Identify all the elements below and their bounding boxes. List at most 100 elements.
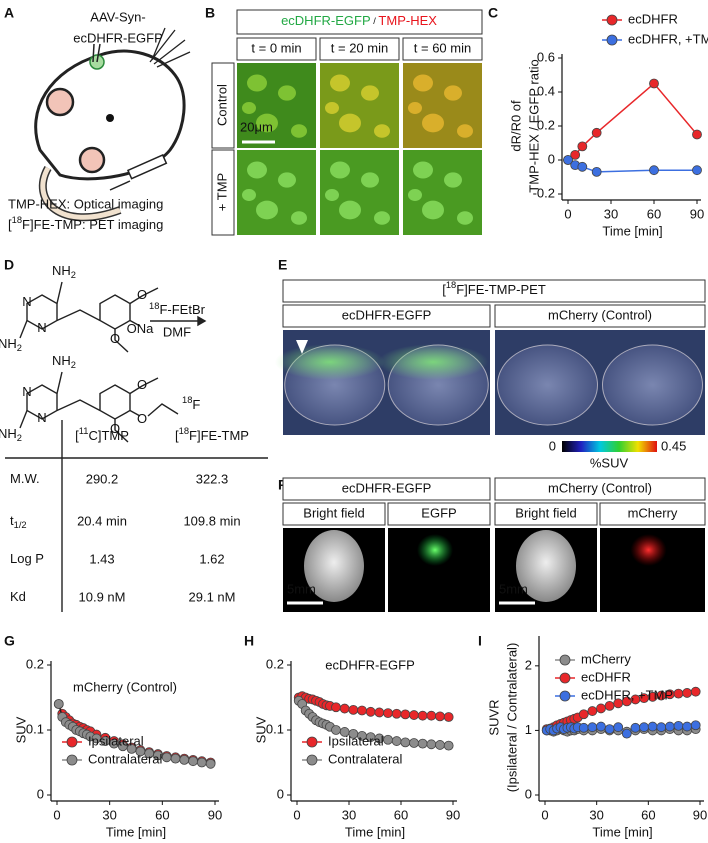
colorbar-max: 0.45 [661,438,686,453]
pet-title-part: F]FE-TMP-PET [456,282,546,297]
x-tick-label: 60 [647,206,661,221]
legend-marker [66,736,78,748]
data-point [435,740,445,750]
cell [325,189,339,201]
atom-label-part: N [37,410,46,425]
chart-title: mCherry (Control) [73,679,177,694]
channel-box [599,502,706,526]
data-point [577,141,588,152]
cell [278,172,296,188]
cell [374,211,390,225]
legend-label: ecDHFR [581,669,631,684]
x-axis-label: Time [min] [345,824,405,839]
data-point [577,161,588,172]
isotope-label: 18F [182,395,200,412]
table-cell: 10.9 nM [79,589,126,604]
data-point [563,155,573,165]
x-tick-label: 60 [155,807,169,822]
cell [361,85,379,101]
y-tick-label: 0 [37,786,44,801]
pet-title-part: [ [442,282,446,297]
data-point [443,740,454,751]
table-cell: 1.43 [89,551,114,566]
atom-label: ONa [127,321,155,336]
x-axis-label: Time [min] [602,223,662,238]
data-point [604,700,615,711]
x-tick-label: 0 [541,807,548,822]
data-point [570,149,581,160]
colorbar [562,441,657,452]
x-tick-label: 30 [604,206,618,221]
x-tick-label: 60 [641,807,655,822]
atom-label-part: N [22,384,31,399]
row-label: + TMP [214,173,229,211]
y-tick-label: -0.2 [533,185,555,200]
row-box [211,149,235,236]
atom-label: N [22,294,31,309]
time-label: t = 20 min [331,40,388,55]
data-point [664,721,675,732]
table-row-label-part: M.W. [10,471,40,486]
atom-label-part: O [137,287,147,302]
atom-label: O [137,411,147,426]
panel-label: D [4,257,14,273]
cell [422,200,444,220]
table-cell: 322.3 [196,471,229,486]
row-box [211,62,235,149]
y-tick-label: 0.2 [266,656,284,671]
x-tick-label: 30 [102,807,116,822]
panel-label: A [4,5,14,21]
y-axis-label: SUV [253,716,268,743]
panel-label: I [478,633,482,649]
x-tick-label: 0 [53,807,60,822]
atom-label: N [22,384,31,399]
data-point [630,722,641,733]
cell [330,74,350,92]
cell [247,161,267,179]
cell [444,85,462,101]
y-tick-label: 1 [525,722,532,737]
data-point [613,722,624,733]
chart-title: ecDHFR-EGFP [325,657,415,672]
colorbar-min: 0 [549,438,556,453]
table-header-part: [ [75,428,79,443]
data-point [117,741,128,752]
arrowhead [296,340,308,354]
legend-label: Ipsilateral [328,733,384,748]
y-axis-label: dR/R0 of [508,100,523,152]
channel-box [494,502,598,526]
data-point [126,743,137,754]
table-row-label-part: t [10,513,14,528]
group-box [494,304,706,328]
cell [242,189,256,201]
table-header: [18F]FE-TMP [175,426,249,443]
atom-label: O [137,287,147,302]
x-tick-label: 0 [564,206,571,221]
channel-label: Bright field [515,505,576,520]
data-point [417,738,428,749]
x-tick-label: 30 [342,807,356,822]
series-line [567,82,698,161]
legend-label: Ipsilateral [88,733,144,748]
table-header-part: C]TMP [88,428,128,443]
group-box [282,304,491,328]
pet-title: [18F]FE-TMP-PET [442,280,546,297]
scale-label: 5mm [499,581,528,596]
pet-label-part: F]FE-TMP: PET imaging [22,217,163,232]
header-label: ecDHFR-EGFP / TMP-HEX [281,13,437,28]
group-label: mCherry (Control) [548,307,652,322]
table-cell: 109.8 min [183,513,240,528]
group-label: ecDHFR-EGFP [342,307,432,322]
table-cell: 29.1 nM [189,589,236,604]
data-point [426,739,437,750]
x-tick-label: 60 [394,807,408,822]
time-box [236,37,317,61]
cell [457,211,473,225]
solvent-label: DMF [163,324,191,339]
data-point [578,709,589,720]
y-tick-label: 0 [548,151,555,166]
data-point [692,165,702,176]
data-point [409,710,419,720]
legend-marker [606,34,618,46]
legend-marker [559,690,571,702]
